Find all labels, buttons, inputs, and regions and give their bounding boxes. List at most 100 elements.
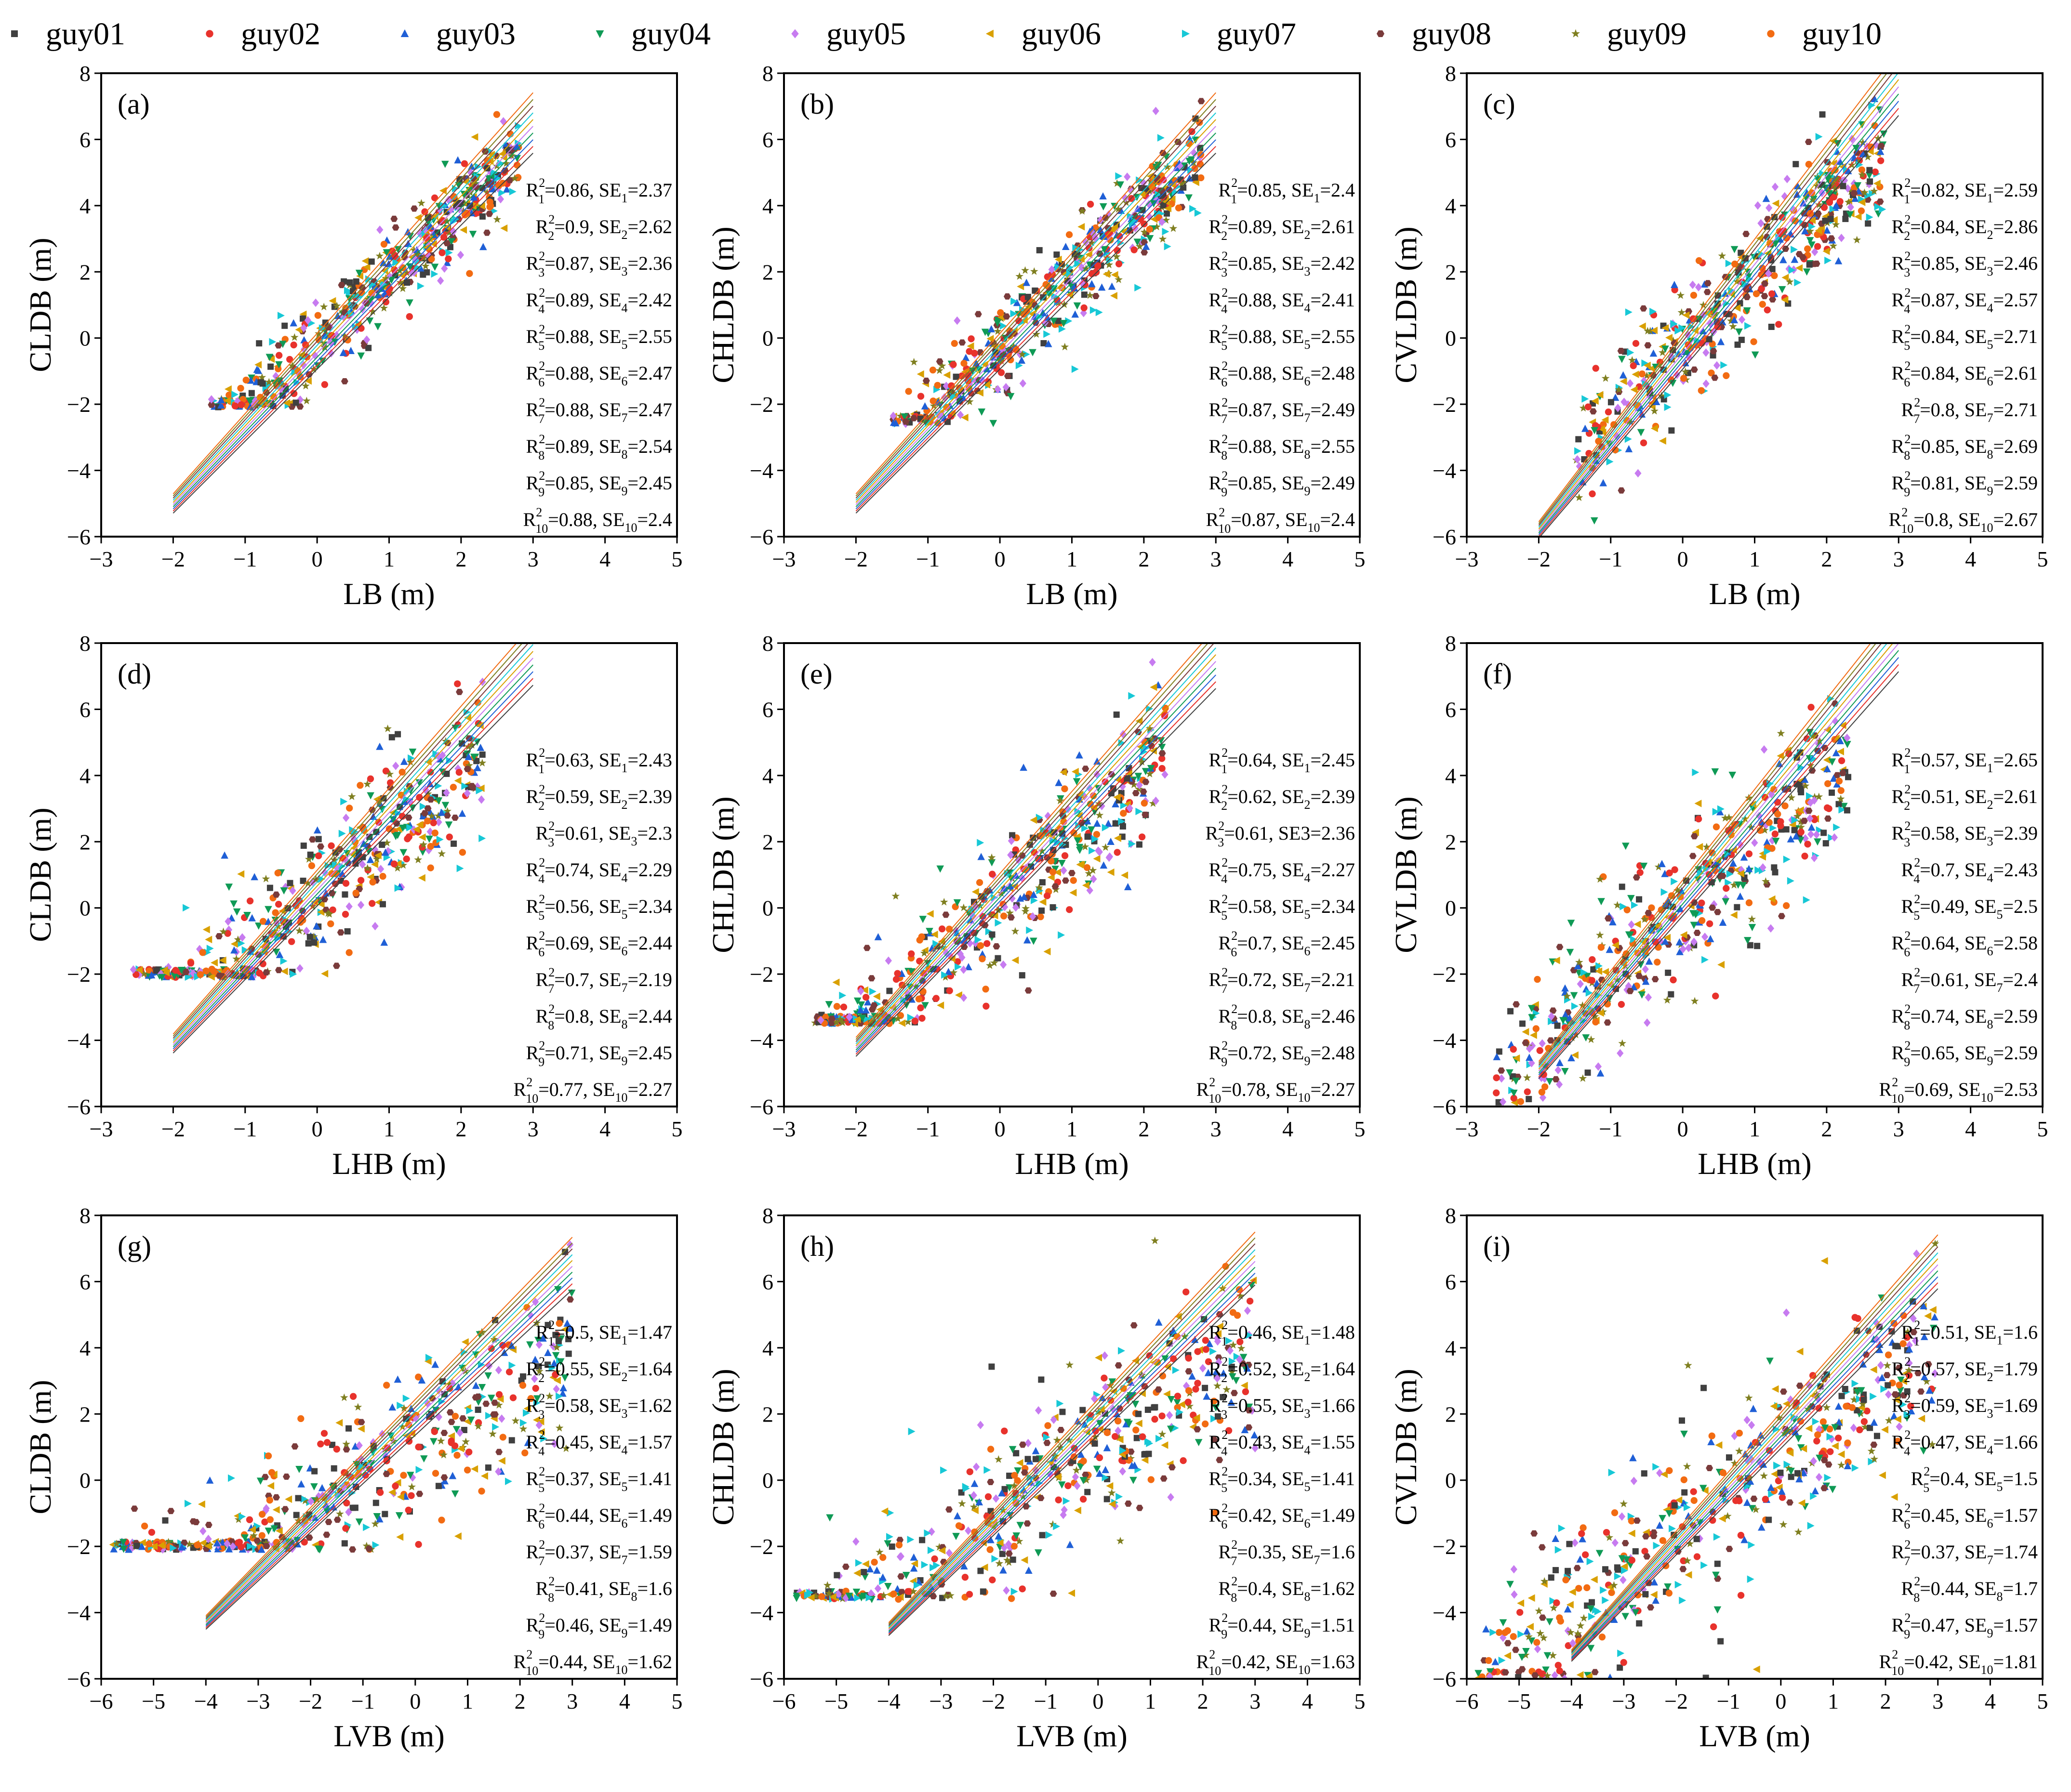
point-guy09 [380,303,388,312]
point-guy06 [1733,304,1741,312]
point-guy05 [1642,965,1649,974]
se-sub: 4 [621,1443,627,1457]
point-guy01 [1039,879,1046,886]
point-guy06 [498,150,506,158]
r-sub: 7 [548,982,554,996]
r-label: R [1209,786,1222,807]
se-sub: 1 [1987,761,1993,775]
point-guy04 [1669,380,1677,387]
point-guy07 [419,803,427,810]
se-sub: 4 [1304,871,1310,885]
point-guy08 [1082,765,1089,772]
point-guy08 [383,1471,390,1477]
point-guy08 [401,250,409,256]
point-guy03 [465,752,473,760]
point-guy04 [1146,235,1154,242]
fit-line-guy07 [173,644,533,1041]
point-guy09 [867,1017,876,1025]
point-guy08 [1761,293,1768,300]
stat-line-4: R2 4=0.75, SE4=2.27 [1209,856,1355,886]
point-guy06 [991,911,998,920]
r-label: R [526,1358,539,1380]
se-value: 1.62 [638,1651,672,1673]
y-tick-label: 0 [80,896,91,921]
point-guy03 [1096,226,1104,234]
r-sup: 2 [1231,176,1237,190]
point-guy04 [853,997,862,1005]
r-sup: 2 [1901,505,1908,519]
point-guy03 [1619,371,1627,379]
fit-line-guy09 [205,1242,573,1618]
point-guy02 [964,377,972,384]
point-guy09 [1797,823,1805,831]
se-sub: 8 [621,1017,627,1031]
point-guy01 [1738,250,1744,256]
point-guy03 [1729,859,1737,867]
point-guy04 [989,420,997,427]
point-guy05 [1762,820,1770,830]
point-guy07 [1595,962,1603,970]
point-guy04 [241,1534,249,1542]
point-guy01 [1742,255,1749,262]
se-value: 2.27 [1321,1079,1355,1100]
eq: = [554,969,565,990]
point-guy04 [921,1002,929,1010]
point-guy06 [1713,856,1721,865]
point-guy02 [1636,869,1644,876]
r2-value: 0.49 [1931,896,1965,917]
point-guy05 [1768,836,1776,845]
point-guy05 [300,361,307,369]
point-guy09 [976,901,984,909]
point-guy09 [372,855,381,863]
point-guy10 [270,393,278,400]
point-guy02 [446,1385,453,1392]
se-value: 2.59 [2004,472,2038,494]
r-sub: 9 [1904,1055,1910,1069]
r-sup: 2 [1221,469,1228,483]
point-guy05 [889,411,897,421]
point-guy10 [1677,893,1684,900]
point-guy01 [350,288,357,294]
stat-line-6: R2 6=0.69, SE6=2.44 [526,929,673,959]
y-axis-label: CVLDB (m) [1389,226,1423,383]
point-guy10 [1089,792,1097,800]
point-guy02 [238,401,245,408]
point-guy05 [1620,397,1628,407]
point-guy05 [1000,960,1007,969]
eq: = [1993,509,2004,530]
point-guy02 [1877,157,1885,164]
r-sup: 2 [1221,212,1228,226]
r-sup: 2 [548,1002,555,1016]
point-guy09 [995,356,1004,364]
point-guy08 [1130,1322,1138,1329]
point-guy05 [300,324,307,332]
point-guy04 [1840,803,1848,810]
legend-label: guy05 [826,16,906,52]
stat-line-3: R2 3=0.85, SE3=2.46 [1892,249,2038,279]
point-guy06 [207,973,215,981]
point-guy06 [1630,386,1638,394]
point-guy01 [352,1504,358,1511]
point-guy09 [1145,724,1154,732]
point-guy09 [1726,316,1735,325]
point-guy01 [1734,341,1741,348]
y-axis-label: CLDB (m) [23,807,57,942]
point-guy08 [368,806,376,813]
fit-line-guy10 [1538,73,1882,522]
se-label: , SE [599,822,631,844]
point-guy08 [967,390,975,397]
point-guy10 [1835,777,1843,785]
y-tick-label: 2 [80,1402,91,1426]
point-guy05 [1541,1074,1548,1083]
point-guy09 [938,361,946,369]
point-guy09 [994,906,1003,914]
point-guy09 [502,159,510,167]
point-guy07 [1624,435,1632,443]
point-guy09 [465,761,473,769]
point-guy10 [945,925,953,933]
eq: = [1993,362,2004,384]
point-guy10 [1196,160,1204,168]
fit-lines [173,643,533,1054]
r2-value: 0.7 [1931,859,1955,881]
stat-line-3: R2 3=0.87, SE3=2.36 [526,249,673,279]
